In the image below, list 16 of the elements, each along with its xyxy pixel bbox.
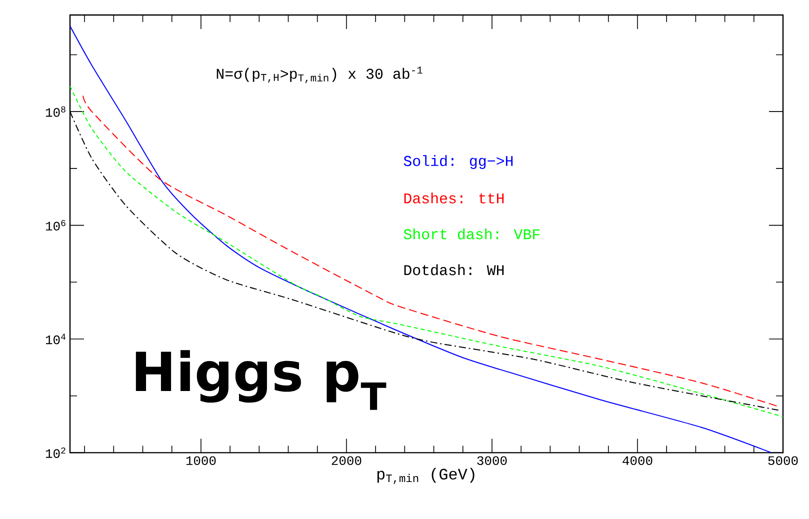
text: Dashes: ttH <box>404 192 504 204</box>
text: Solid: gg−>H <box>404 155 513 170</box>
annotation: N=σ(p$_{T,H}$>p$_{T,min}$) x 30 ab$^{-1}$ <box>216 66 422 84</box>
y-tick-label: 10$^{8}$ <box>46 106 66 117</box>
x-tick-label: 3000 <box>477 456 507 466</box>
text: p$_{T,min}$ (GeV) <box>377 468 474 484</box>
text: Short dash: VBF <box>404 228 540 240</box>
text: Dotdash: WH <box>404 264 504 276</box>
x-tick-label: 2000 <box>332 456 362 466</box>
y-tick-label: 10$^{2}$ <box>46 447 66 458</box>
y-tick-label: 10$^{4}$ <box>46 334 66 344</box>
x-tick-label: 1000 <box>186 456 216 466</box>
x-tick-label: 4000 <box>622 456 652 466</box>
annotation: Higgs p$_{T}$ <box>136 350 386 410</box>
x-tick-label: 5000 <box>768 456 798 466</box>
y-tick-label: 10$^{6}$ <box>46 220 66 231</box>
